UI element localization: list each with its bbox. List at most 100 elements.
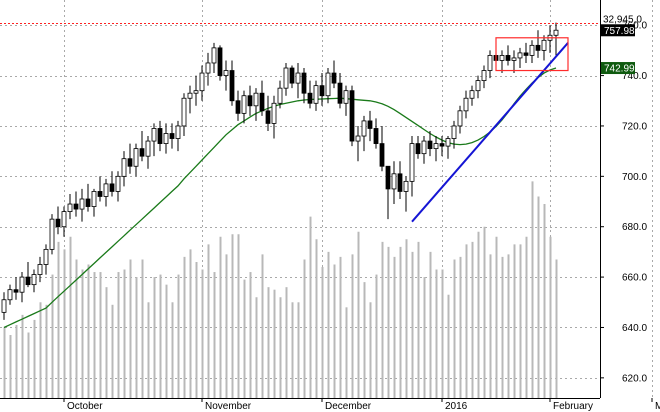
candle xyxy=(253,88,259,121)
candle-body xyxy=(481,70,487,82)
candle xyxy=(139,130,145,162)
candle xyxy=(361,115,367,152)
y-tick-label: 700.0 xyxy=(622,172,647,183)
y-tick-label: 740.0 xyxy=(622,71,647,82)
candle-body xyxy=(211,47,217,64)
candle xyxy=(43,244,49,275)
candle-body xyxy=(181,97,187,127)
candle xyxy=(301,68,307,104)
candle-body xyxy=(463,97,469,112)
candle xyxy=(211,42,217,74)
candle xyxy=(91,188,97,217)
candle xyxy=(451,120,457,149)
candle xyxy=(247,85,253,116)
candle-body xyxy=(259,92,265,112)
y-tick-label: 720.0 xyxy=(622,121,647,132)
candle xyxy=(49,214,55,255)
candle-body xyxy=(403,180,409,192)
candle-body xyxy=(163,133,169,144)
candle xyxy=(457,105,463,134)
candle xyxy=(349,85,355,147)
candle-body xyxy=(271,102,277,124)
candle xyxy=(151,123,157,157)
candle xyxy=(103,178,109,207)
candle xyxy=(409,136,415,197)
candle-body xyxy=(409,143,415,182)
candle xyxy=(25,261,31,288)
candle xyxy=(355,125,361,162)
candle xyxy=(445,136,451,159)
candle xyxy=(547,25,553,53)
candle xyxy=(553,22,559,56)
candle-body xyxy=(145,140,151,157)
candle-body xyxy=(217,47,223,76)
candle-body xyxy=(121,158,127,177)
candle xyxy=(163,123,169,154)
candle-body xyxy=(187,92,193,99)
candle-body xyxy=(109,183,115,192)
candle-body xyxy=(151,128,157,142)
candle xyxy=(145,136,151,169)
price-tag-label: 742.99 xyxy=(604,64,635,75)
candle xyxy=(283,62,289,96)
candle-body xyxy=(499,55,505,61)
candle xyxy=(385,165,391,220)
candle-body xyxy=(511,57,517,61)
candle-body xyxy=(517,52,523,59)
candle-body xyxy=(73,203,79,210)
candle-body xyxy=(349,90,355,142)
candle xyxy=(271,95,277,139)
price-tag-box xyxy=(601,62,635,75)
candle xyxy=(235,90,241,121)
y-tick-label: 680.0 xyxy=(622,222,647,233)
candle-body xyxy=(319,85,325,97)
candle xyxy=(337,73,343,109)
axis-layer: 620.0640.0660.0680.0700.0720.0740.0760.0… xyxy=(63,21,660,412)
grid-layer xyxy=(0,0,653,398)
candle xyxy=(31,269,37,293)
highlight-box xyxy=(495,37,569,72)
candle xyxy=(433,136,439,162)
candle xyxy=(169,123,175,149)
candle-body xyxy=(91,191,97,207)
candle xyxy=(55,206,61,235)
candle-body xyxy=(439,143,445,147)
candle-body xyxy=(331,72,337,84)
candle xyxy=(13,277,19,300)
candle xyxy=(205,52,211,86)
candle-body xyxy=(265,110,271,124)
candle xyxy=(313,80,319,111)
candle-body xyxy=(469,90,475,99)
candle-body xyxy=(391,173,397,190)
candle xyxy=(67,193,73,220)
y-tick-label: 640.0 xyxy=(622,323,647,334)
candle xyxy=(391,161,397,205)
candle-body xyxy=(529,44,535,56)
annotation-layer xyxy=(0,23,600,223)
candle-body xyxy=(13,289,19,293)
candle xyxy=(421,136,427,164)
x-month-label: December xyxy=(325,401,372,412)
candle-body xyxy=(541,39,547,51)
candle xyxy=(85,183,91,212)
candle-body xyxy=(67,203,73,212)
candle-body xyxy=(289,67,295,84)
y-tick-label: 660.0 xyxy=(622,273,647,284)
candle-body xyxy=(157,128,163,144)
candle-body xyxy=(79,198,85,210)
candle xyxy=(499,50,505,74)
candle xyxy=(73,191,79,217)
candle-body xyxy=(247,95,253,107)
candle-body xyxy=(523,52,529,56)
price-tag-box xyxy=(601,24,635,37)
candle-body xyxy=(139,148,145,157)
candle-body xyxy=(241,95,247,114)
candle xyxy=(415,136,421,159)
candle xyxy=(397,161,403,199)
frame-layer xyxy=(0,0,601,399)
candle-body xyxy=(1,299,7,313)
candle-body xyxy=(451,125,457,139)
candle xyxy=(187,85,193,114)
